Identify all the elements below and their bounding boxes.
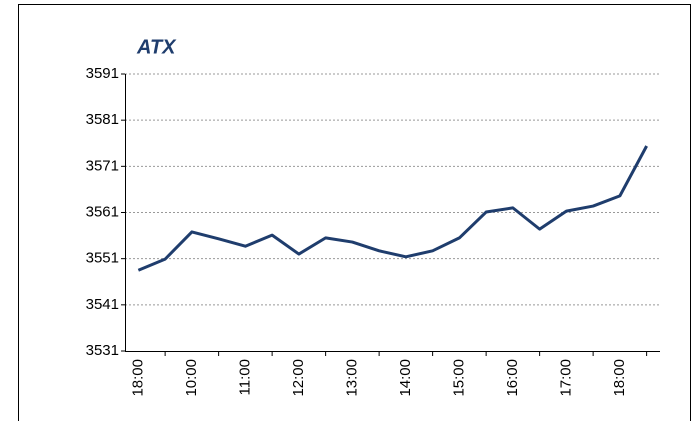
y-tick-label: 3531 bbox=[86, 342, 119, 359]
chart-frame bbox=[18, 4, 691, 421]
y-tick-label: 3561 bbox=[86, 203, 119, 220]
x-tick-label: 15:00 bbox=[450, 359, 467, 397]
x-tick-label: 12:00 bbox=[290, 359, 307, 397]
x-tick-label: 16:00 bbox=[504, 359, 521, 397]
x-tick-label: 18:00 bbox=[611, 359, 628, 397]
y-tick-label: 3551 bbox=[86, 250, 119, 267]
x-tick-label: 14:00 bbox=[397, 359, 414, 397]
y-tick-label: 3581 bbox=[86, 111, 119, 128]
x-tick-label: 11:00 bbox=[236, 359, 253, 395]
x-tick-label: 13:00 bbox=[343, 359, 360, 397]
line bbox=[137, 145, 648, 272]
y-tick-label: 3571 bbox=[86, 157, 119, 174]
y-tick-label: 3541 bbox=[86, 296, 119, 313]
chart-title: ATX bbox=[136, 36, 177, 58]
y-tick-label: 3591 bbox=[86, 65, 119, 82]
x-tick-label: 18:00 bbox=[129, 359, 146, 397]
x-tick-label: 10:00 bbox=[183, 359, 200, 397]
x-tick-label: 17:00 bbox=[557, 359, 574, 397]
